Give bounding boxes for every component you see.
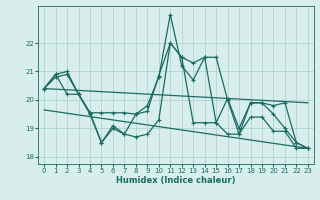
X-axis label: Humidex (Indice chaleur): Humidex (Indice chaleur) xyxy=(116,176,236,185)
